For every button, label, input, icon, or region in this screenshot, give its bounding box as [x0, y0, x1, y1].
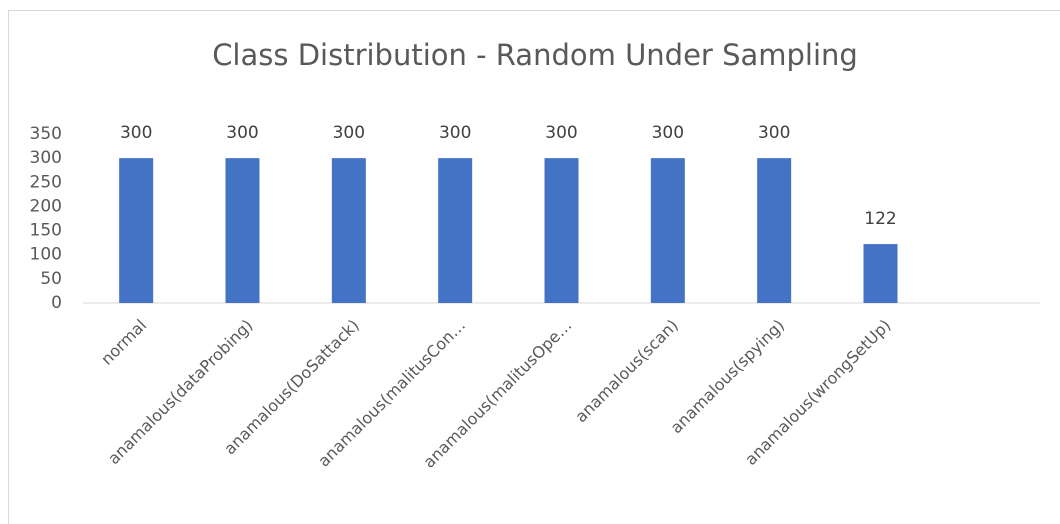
y-tick-label: 150 [30, 221, 62, 241]
bar [544, 158, 579, 303]
y-tick-label: 200 [30, 196, 62, 216]
bar [331, 158, 366, 303]
y-tick-label: 0 [51, 293, 62, 313]
data-label: 300 [652, 123, 684, 143]
chart-frame [8, 10, 1060, 524]
bar [119, 158, 154, 303]
bar [863, 244, 898, 303]
data-label: 300 [545, 123, 577, 143]
data-label: 300 [333, 123, 365, 143]
data-label: 300 [439, 123, 471, 143]
chart-title: Class Distribution - Random Under Sampli… [212, 38, 858, 72]
y-tick-label: 350 [30, 124, 62, 144]
bar [757, 158, 792, 303]
bar [650, 158, 685, 303]
y-tick-label: 50 [40, 269, 62, 289]
y-tick-label: 300 [30, 148, 62, 168]
data-label: 122 [864, 209, 896, 229]
data-label: 300 [758, 123, 790, 143]
bar [438, 158, 473, 303]
bar [225, 158, 260, 303]
y-tick-label: 100 [30, 245, 62, 265]
data-label: 300 [226, 123, 258, 143]
y-tick-label: 250 [30, 172, 62, 192]
data-label: 300 [120, 123, 152, 143]
